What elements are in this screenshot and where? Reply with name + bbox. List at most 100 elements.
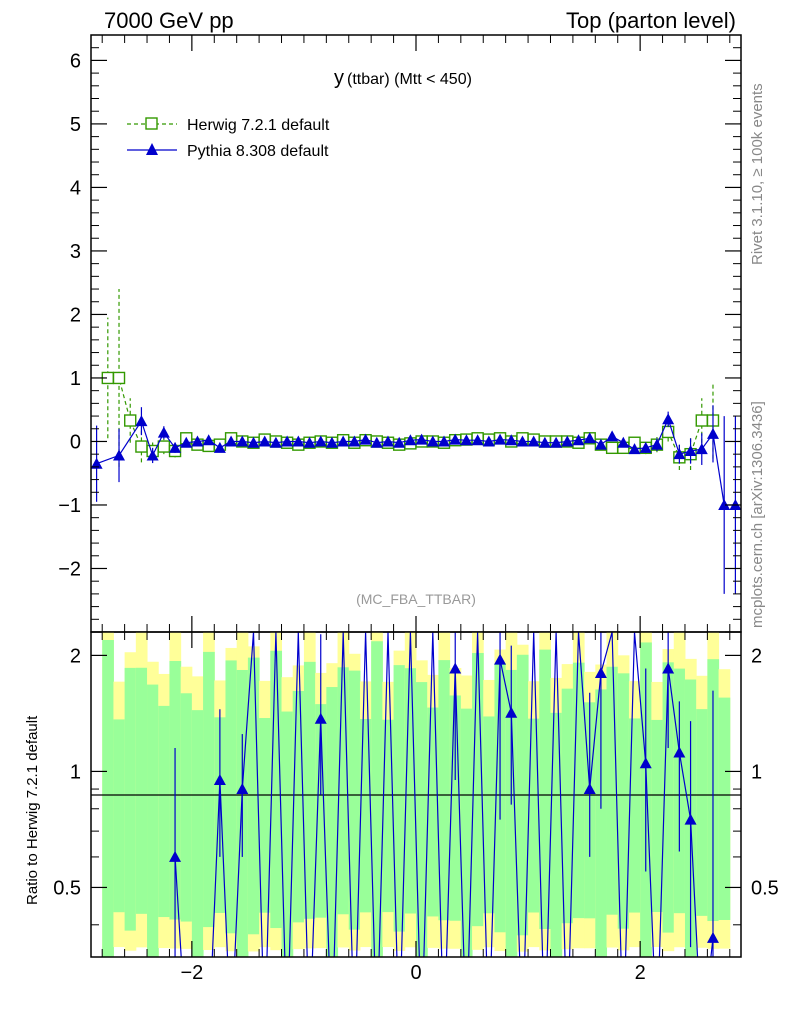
uncertainty-band-inner xyxy=(438,660,451,921)
herwig-point xyxy=(124,414,137,427)
pythia-point xyxy=(527,435,540,447)
pythia-point xyxy=(247,436,260,448)
ratio-y-tick-label-left: 1 xyxy=(70,761,81,783)
pythia-point xyxy=(482,435,495,447)
pythia-point xyxy=(113,449,126,461)
ratio-point xyxy=(594,667,607,679)
pythia-point xyxy=(269,436,282,448)
uncertainty-band-inner xyxy=(191,710,204,957)
uncertainty-band-inner xyxy=(483,716,495,914)
ratio-point xyxy=(213,774,226,786)
pythia-point xyxy=(292,435,305,447)
pythia-point xyxy=(673,448,686,460)
pythia-point xyxy=(460,434,473,446)
y-tick-label: 1 xyxy=(70,368,81,390)
uncertainty-band-inner xyxy=(427,707,439,917)
plot-title-rest: (ttbar) (Mtt < 450) xyxy=(347,71,472,88)
pythia-point xyxy=(236,435,249,447)
ratio-point xyxy=(639,757,652,769)
ratio-point xyxy=(236,783,249,795)
uncertainty-band-inner xyxy=(449,695,462,921)
pythia-point xyxy=(718,498,731,510)
pythia-point xyxy=(650,438,663,450)
uncertainty-band-inner xyxy=(505,669,518,957)
uncertainty-band-inner xyxy=(606,666,619,915)
uncertainty-band-inner xyxy=(528,718,540,913)
pythia-point xyxy=(393,436,406,448)
legend-pythia-marker xyxy=(146,143,158,155)
uncertainty-band-inner xyxy=(348,670,361,930)
pythia-point xyxy=(516,435,529,447)
ratio-point xyxy=(494,653,507,665)
herwig-point xyxy=(605,441,619,455)
ratio-y-tick-label-right: 1 xyxy=(751,761,762,783)
pythia-point xyxy=(471,434,484,446)
pythia-point xyxy=(684,444,697,456)
uncertainty-band-inner xyxy=(147,684,159,957)
uncertainty-band-inner xyxy=(292,690,305,923)
pythia-point xyxy=(169,441,182,453)
pythia-point xyxy=(505,434,518,446)
uncertainty-band-inner xyxy=(651,719,664,913)
legend: Herwig 7.2.1 default Pythia 8.308 defaul… xyxy=(127,117,330,160)
x-tick-label: 2 xyxy=(635,962,646,984)
y-tick-label: 3 xyxy=(70,241,81,263)
pythia-point xyxy=(561,435,574,447)
uncertainty-band-inner xyxy=(315,704,327,918)
uncertainty-band-inner xyxy=(393,665,406,932)
pythia-point xyxy=(135,415,148,427)
uncertainty-band-inner xyxy=(158,705,170,918)
ratio-y-axis-label: Ratio to Herwig 7.2.1 default xyxy=(24,715,41,905)
pythia-point xyxy=(438,435,451,447)
uncertainty-band-inner xyxy=(124,667,137,931)
ratio-point xyxy=(673,746,686,758)
uncertainty-band-inner xyxy=(102,640,114,957)
ratio-y-tick-label-left: 2 xyxy=(70,645,81,667)
header-right-title: Top (parton level) xyxy=(566,8,736,33)
pythia-point xyxy=(606,430,619,442)
y-tick-label: 5 xyxy=(70,114,81,136)
pythia-point xyxy=(381,435,394,447)
y-tick-label: −2 xyxy=(58,558,81,580)
pythia-point xyxy=(180,436,193,448)
uncertainty-band-inner xyxy=(460,708,473,957)
pythia-point xyxy=(404,434,417,446)
ratio-point xyxy=(449,662,462,674)
uncertainty-band-inner xyxy=(595,689,608,957)
pythia-point xyxy=(628,443,641,455)
herwig-point xyxy=(135,440,148,453)
herwig-point xyxy=(157,440,171,453)
herwig-point xyxy=(695,414,708,427)
pythia-point xyxy=(90,457,103,469)
uncertainty-band-inner xyxy=(371,641,383,957)
uncertainty-band-inner xyxy=(337,667,350,915)
uncertainty-band-inner xyxy=(270,650,283,929)
pythia-point xyxy=(449,433,462,445)
pythia-point xyxy=(426,435,439,447)
pythia-line xyxy=(96,417,736,506)
pythia-point xyxy=(359,433,372,445)
pythia-point xyxy=(281,435,294,447)
pythia-point xyxy=(146,449,159,461)
uncertainty-band-inner xyxy=(550,712,563,957)
ratio-y-tick-label-left: 0.5 xyxy=(53,877,81,899)
uncertainty-band-inner xyxy=(135,667,148,914)
herwig-point xyxy=(112,371,126,385)
pythia-point xyxy=(415,433,428,445)
pythia-point xyxy=(191,435,204,447)
uncertainty-band-inner xyxy=(617,673,630,929)
mcplots-label: mcplots.cern.ch [arXiv:1306.3436] xyxy=(749,401,766,628)
x-tick-label: 0 xyxy=(410,962,421,984)
uncertainty-band-inner xyxy=(662,662,675,933)
pythia-point xyxy=(572,434,585,446)
pythia-point xyxy=(337,435,350,447)
legend-herwig-label: Herwig 7.2.1 default xyxy=(187,117,330,134)
ratio-point xyxy=(684,813,697,825)
pythia-point xyxy=(550,436,563,448)
pythia-point xyxy=(538,436,551,448)
uncertainty-band-inner xyxy=(539,649,551,929)
rivet-label: Rivet 3.1.10, ≥ 100k events xyxy=(749,83,766,265)
ratio-point xyxy=(706,931,719,943)
legend-herwig-marker xyxy=(145,117,158,130)
